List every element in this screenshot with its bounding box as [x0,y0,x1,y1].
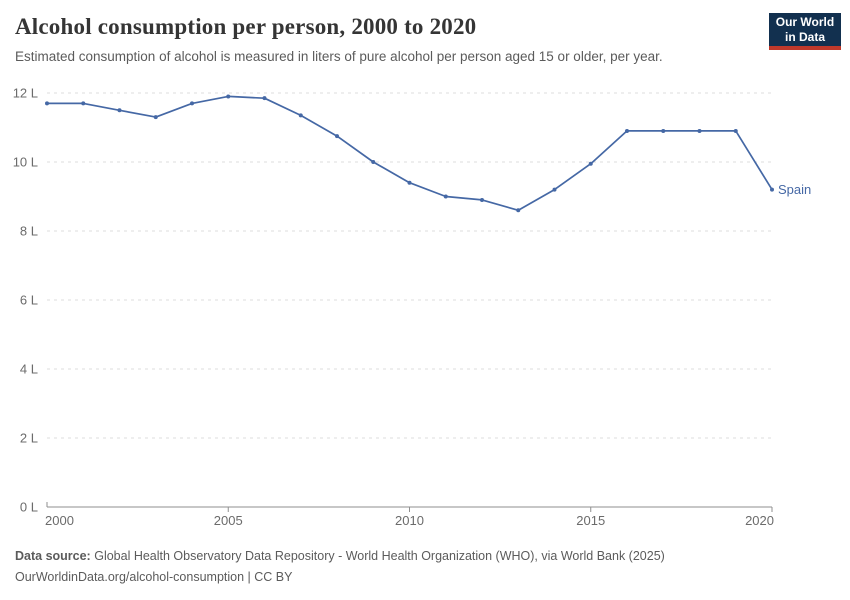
x-tick-label: 2010 [395,513,424,528]
data-point [443,194,448,199]
data-point [733,128,738,133]
owid-logo-text: Our World in Data [776,15,834,44]
data-point [552,187,557,192]
data-point [190,101,194,106]
y-tick-label: 12 L [13,86,38,101]
y-tick-label: 6 L [20,293,38,308]
data-point [262,96,267,101]
data-source-text: Global Health Observatory Data Repositor… [94,549,665,563]
data-point [153,115,158,120]
data-point [45,101,49,106]
data-point [298,113,303,118]
y-tick-label: 0 L [20,500,38,515]
x-tick-label: 2005 [214,513,243,528]
x-tick-label: 2015 [576,513,605,528]
data-point [335,134,339,139]
data-point [516,208,521,213]
chart-title: Alcohol consumption per person, 2000 to … [15,14,477,39]
citation-line: OurWorldinData.org/alcohol-consumption |… [15,570,293,584]
chart-subtitle: Estimated consumption of alcohol is meas… [15,49,663,64]
chart-footer: Data source: Global Health Observatory D… [15,546,835,588]
data-source-label: Data source: [15,549,91,563]
data-point [226,94,231,99]
data-point [480,197,484,202]
line-series-spain[interactable] [46,95,773,212]
owid-logo: Our World in Data [769,13,841,50]
y-tick-label: 8 L [20,224,38,239]
x-tick-label: 2020 [745,513,774,528]
chart-header: Alcohol consumption per person, 2000 to … [15,14,755,64]
data-point [770,187,774,192]
y-tick-label: 4 L [20,362,38,377]
data-point [407,180,412,185]
x-tick-label: 2000 [45,513,74,528]
line-chart[interactable]: 0 L 2 L 4 L 6 L 8 L 10 L 12 L 2000 2005 2010 2015 2… [0,0,850,540]
data-point [625,128,629,133]
owid-logo-line1: Our World [775,15,835,30]
data-point [117,108,122,113]
y-tick-label: 10 L [13,155,38,170]
series-label-spain[interactable]: Spain [778,182,811,197]
data-point [81,101,86,106]
data-source-line: Data source: Global Health Observatory D… [15,546,835,567]
y-tick-label: 2 L [20,431,38,446]
owid-logo-line2: in Data [784,29,825,44]
data-point [588,161,593,166]
data-point [661,128,666,133]
data-point [371,160,376,164]
data-point [697,128,702,133]
